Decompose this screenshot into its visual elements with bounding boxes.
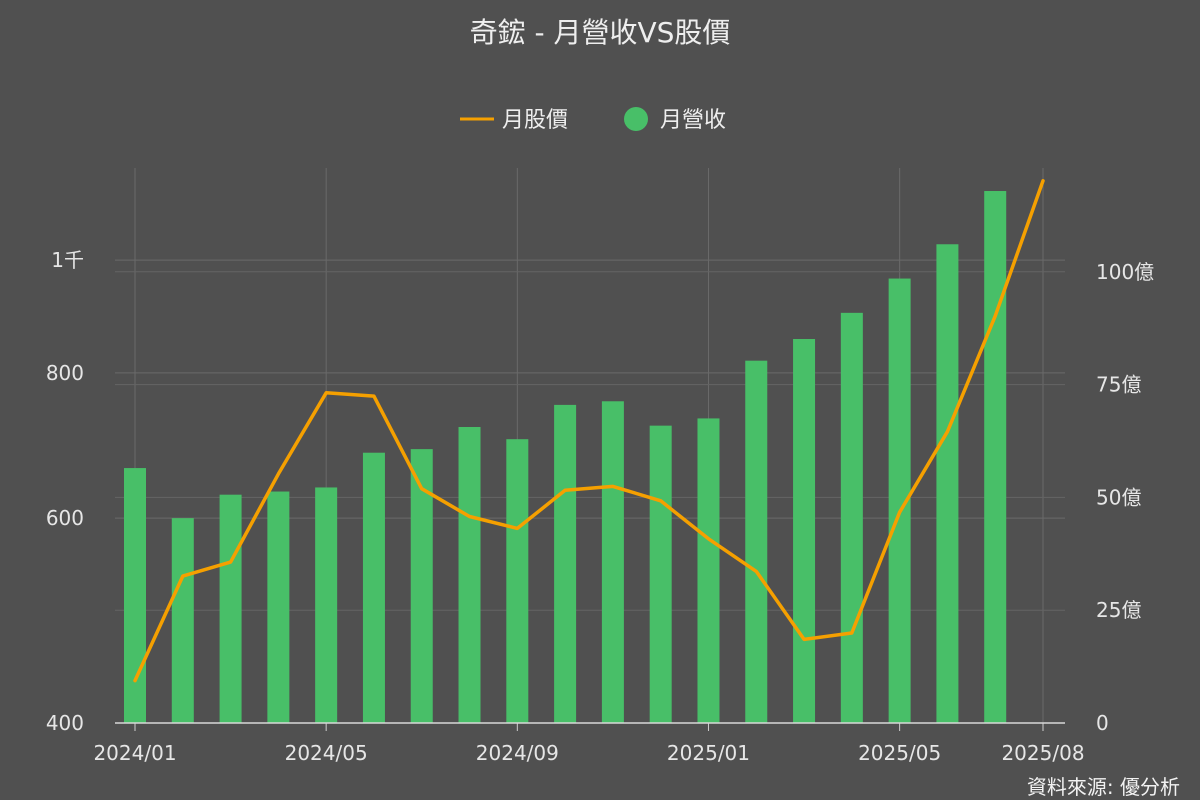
legend-item-price[interactable]: 月股價 bbox=[460, 108, 568, 133]
x-tick-label: 2024/01 bbox=[93, 741, 176, 765]
left-tick-label: 600 bbox=[46, 506, 84, 530]
right-tick-label: 75億 bbox=[1096, 373, 1141, 397]
revenue-bars bbox=[124, 191, 1007, 723]
revenue-bar bbox=[267, 491, 290, 723]
revenue-bar bbox=[171, 518, 194, 723]
revenue-bar bbox=[506, 439, 529, 723]
x-tick-label: 2024/09 bbox=[476, 741, 559, 765]
right-tick-label: 0 bbox=[1096, 711, 1109, 735]
revenue-bar bbox=[601, 401, 624, 723]
left-tick-label: 800 bbox=[46, 361, 84, 385]
revenue-bar bbox=[315, 487, 338, 723]
revenue-bar bbox=[554, 404, 577, 723]
revenue-bar bbox=[984, 191, 1007, 723]
source-credit: 資料來源: 優分析 bbox=[1027, 775, 1180, 799]
legend-dot-marker bbox=[624, 107, 648, 131]
legend-item-revenue[interactable]: 月營收 bbox=[624, 107, 726, 133]
right-tick-label: 50億 bbox=[1096, 485, 1141, 509]
revenue-bar bbox=[697, 418, 720, 723]
legend-label-price: 月股價 bbox=[502, 108, 568, 133]
revenue-bar bbox=[649, 425, 672, 723]
grid bbox=[115, 168, 1065, 724]
revenue-bar bbox=[362, 452, 385, 723]
left-tick-label: 1千 bbox=[51, 248, 84, 272]
x-tick-label: 2024/05 bbox=[285, 741, 368, 765]
price-line bbox=[133, 179, 1045, 683]
revenue-bar bbox=[936, 244, 959, 723]
x-tick-label: 2025/01 bbox=[667, 741, 750, 765]
axes: 2024/01 2024/05 2024/09 2025/01 2025/05 2025/… bbox=[46, 248, 1154, 765]
left-tick-label: 400 bbox=[46, 711, 84, 735]
revenue-bar bbox=[219, 494, 242, 723]
right-tick-label: 25億 bbox=[1096, 598, 1141, 622]
revenue-bar bbox=[410, 449, 433, 723]
revenue-bar bbox=[745, 360, 768, 723]
legend-label-revenue: 月營收 bbox=[660, 108, 726, 133]
right-tick-label: 100億 bbox=[1096, 260, 1154, 284]
revenue-bar bbox=[888, 278, 911, 723]
x-tick-label: 2025/05 bbox=[858, 741, 941, 765]
x-tick-label: 2025/08 bbox=[1001, 741, 1084, 765]
chart-title: 奇鋐 - 月營收VS股價 bbox=[470, 16, 731, 49]
revenue-bar bbox=[458, 427, 481, 723]
revenue-bar bbox=[124, 468, 146, 723]
revenue-bar bbox=[840, 312, 863, 723]
revenue-bar bbox=[793, 339, 816, 723]
price-line-group bbox=[133, 179, 1045, 683]
legend: 月股價 月營收 bbox=[460, 107, 726, 133]
